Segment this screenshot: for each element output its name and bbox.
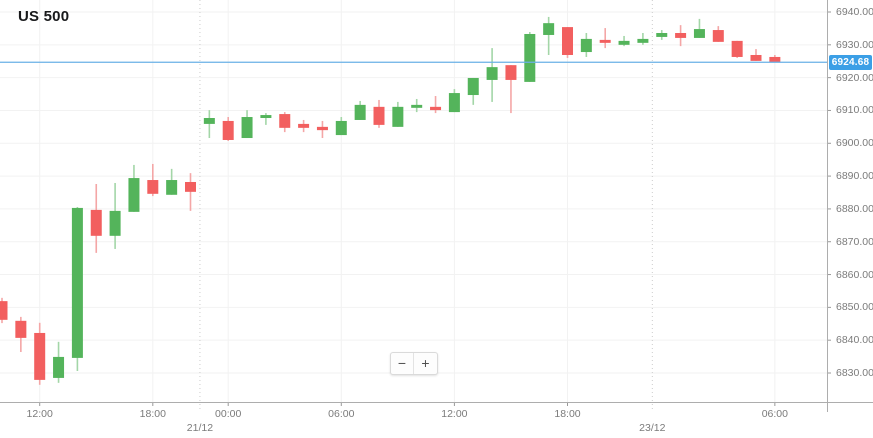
candle-body-up [411,104,423,108]
candle-body-up [543,23,555,35]
date-label: 21/12 [186,422,214,434]
price-tick-label: 6840.00 [836,334,873,347]
candle-body-up [203,118,215,124]
time-tick-label: 12:00 [26,408,53,420]
price-tick-label: 6870.00 [836,235,873,248]
time-tick-label: 06:00 [761,408,788,420]
candle-body-up [260,115,272,119]
candle-body-down [712,30,724,42]
candle-body-down [373,106,385,125]
price-tick-label: 6910.00 [836,104,873,117]
candle-body-down [599,39,611,43]
current-price-badge: 6924.68 [829,54,872,70]
candle-body-down [675,33,687,38]
candle-body-down [769,56,781,63]
candle-body-down [0,301,8,320]
price-axis[interactable]: 6940.00 6930.00 6920.00 6910.00 6900.00 6890.… [828,0,873,402]
candle-body-down [222,120,234,140]
candle-body-down [34,332,46,380]
candle-body-down [90,209,102,236]
candle-body-up [392,106,404,127]
candle-body-up [524,33,536,82]
date-label: 23/12 [639,422,666,434]
candle-body-up [166,180,178,195]
candle-body-up [467,77,479,96]
candle-body-up [637,38,649,43]
candle-body-down [147,180,159,194]
time-tick-label: 00:00 [215,408,242,420]
time-tick-label: 18:00 [139,408,166,420]
time-tick-label: 12:00 [441,408,468,420]
candle-body-up [656,33,668,37]
price-tick-label: 6900.00 [836,137,873,150]
candle-body-down [731,40,743,57]
time-axis[interactable]: 12:00 18:00 00:00 06:00 12:00 18:00 06:00 21/12… [0,403,873,438]
candle-body-down [430,106,442,111]
candle-body-up [618,40,630,45]
candle-body-down [298,123,310,128]
time-tick-label: 06:00 [328,408,355,420]
price-tick-label: 6850.00 [836,301,873,314]
candle-body-down [750,54,762,61]
candle-body-up [335,120,347,136]
zoom-controls: − + [390,352,438,375]
price-tick-label: 6890.00 [836,170,873,183]
candle-body-down [15,320,27,338]
candle-body-down [562,27,573,55]
price-tick-label: 6940.00 [836,6,873,18]
zoom-out-button[interactable]: − [391,353,414,374]
candle-body-up [71,207,83,358]
candle-body-down [505,65,517,80]
candle-body-up [109,210,121,236]
candle-body-up [580,38,592,53]
price-tick-label: 6860.00 [836,268,873,281]
candle-body-up [128,178,140,212]
time-tick-label: 18:00 [554,408,581,420]
zoom-in-button[interactable]: + [414,353,437,374]
candle-body-down [316,126,328,131]
price-tick-label: 6930.00 [836,38,873,51]
price-tick-label: 6880.00 [836,202,873,215]
candle-body-up [693,29,705,38]
symbol-title: US 500 [18,8,70,25]
candle-body-up [448,93,460,113]
candle-body-up [241,117,253,139]
candle-body-up [486,67,498,80]
candle-body-down [279,114,291,128]
price-tick-label: 6830.00 [836,366,873,379]
candle-body-up [354,104,366,120]
candle-body-up [53,356,65,378]
candle-body-down [185,181,196,192]
price-tick-label: 6920.00 [836,71,873,84]
